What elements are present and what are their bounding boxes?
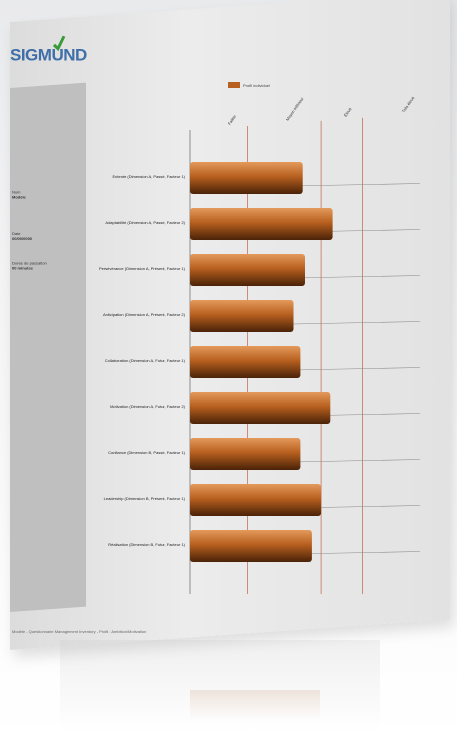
bar <box>190 162 303 194</box>
legend-label: Profil individuel <box>243 83 270 88</box>
category-label: Anticipation (Dimension A, Présent, Fact… <box>103 312 186 317</box>
report-sheet: SIGMUND Nom Modèle Date 00/00/0000 Durée… <box>10 0 450 651</box>
axis-label: Faible <box>227 113 238 125</box>
bar <box>190 484 322 516</box>
bar <box>190 392 331 424</box>
bar <box>190 346 301 378</box>
bar <box>190 530 312 562</box>
axis-label: Très élevé <box>401 95 416 114</box>
bar <box>190 300 294 332</box>
category-label: Persévérance (Dimension A, Présent, Fact… <box>99 266 186 271</box>
legend-swatch <box>228 82 240 88</box>
reflection <box>60 640 380 730</box>
category-label: Entente (Dimension A, Passé, Facteur 1) <box>113 174 186 179</box>
category-label: Collaboration (Dimension A, Futur, Facte… <box>105 358 186 363</box>
category-label: Confiance (Dimension B, Passé, Facteur 1… <box>108 450 186 455</box>
axis-label: Élevé <box>343 106 353 118</box>
category-label: Motivation (Dimension A, Futur, Facteur … <box>110 404 186 409</box>
axis-label: Moyen inférieur <box>285 96 305 122</box>
bar <box>190 438 301 470</box>
category-label: Adaptabilité (Dimension A, Passé, Facteu… <box>105 220 185 225</box>
category-label: Réalisation (Dimension B, Futur, Facteur… <box>108 542 185 547</box>
bar <box>190 254 305 286</box>
category-label: Leadership (Dimension B, Présent, Facteu… <box>104 496 186 501</box>
check-mark-icon <box>52 35 66 52</box>
reflection-bar <box>190 690 320 720</box>
bar <box>190 208 333 240</box>
